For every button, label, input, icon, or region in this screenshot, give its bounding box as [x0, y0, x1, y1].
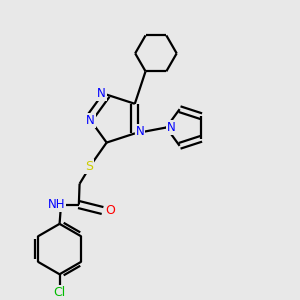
Text: N: N: [136, 125, 145, 138]
Text: Cl: Cl: [53, 286, 66, 299]
Text: N: N: [97, 87, 106, 100]
Text: N: N: [86, 114, 95, 127]
Text: O: O: [105, 204, 115, 217]
Text: S: S: [85, 160, 93, 172]
Text: N: N: [167, 121, 176, 134]
Text: NH: NH: [48, 198, 65, 211]
